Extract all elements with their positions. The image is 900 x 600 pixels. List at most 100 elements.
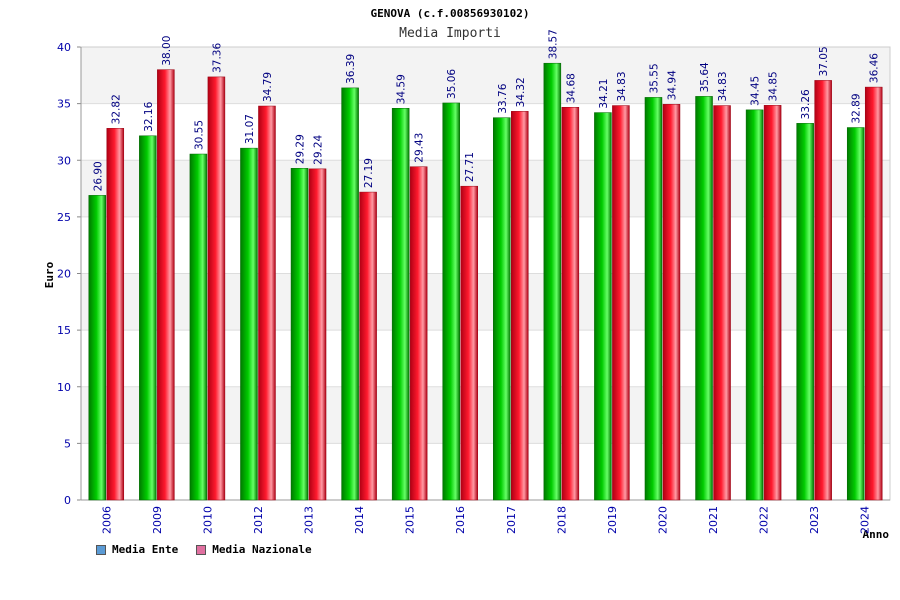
data-label-media-nazionale-2010: 37.36 (211, 43, 223, 73)
x-tick-label-2023: 2023 (808, 506, 821, 534)
x-tick-label-2010: 2010 (201, 506, 214, 534)
data-label-media-ente-2015: 34.59 (396, 74, 408, 104)
data-label-media-nazionale-2017: 34.32 (515, 77, 527, 107)
bar-media-ente-2006 (88, 195, 107, 501)
x-tick-label-2015: 2015 (404, 506, 417, 534)
data-label-media-ente-2017: 33.76 (497, 83, 509, 113)
bar-media-ente-2017 (493, 117, 511, 501)
x-tick-label-2006: 2006 (100, 506, 113, 534)
y-tick-label: 0 (64, 494, 71, 507)
data-label-media-ente-2009: 32.16 (143, 101, 155, 131)
y-tick-label: 35 (57, 98, 71, 111)
x-tick-label-2018: 2018 (555, 506, 568, 534)
x-tick-label-2014: 2014 (353, 506, 366, 534)
bar-media-ente-2009 (139, 135, 157, 501)
data-label-media-ente-2013: 29.29 (295, 134, 307, 164)
bar-media-ente-2018 (543, 62, 562, 501)
bar-media-nazionale-2015 (409, 166, 428, 501)
chart-subtitle: Media Importi (399, 26, 501, 41)
data-label-media-nazionale-2022: 34.85 (768, 71, 780, 101)
data-label-media-nazionale-2019: 34.83 (616, 71, 628, 101)
x-tick-label-2021: 2021 (707, 506, 720, 534)
bar-media-ente-2014 (341, 87, 359, 501)
bar-media-nazionale-2014 (359, 191, 377, 501)
x-tick-label-2013: 2013 (303, 506, 316, 534)
bar-media-ente-2016 (442, 102, 460, 501)
data-label-media-nazionale-2020: 34.94 (666, 70, 678, 100)
legend: Media Ente Media Nazionale (96, 543, 312, 556)
legend-label-media-nazionale: Media Nazionale (212, 543, 312, 556)
bar-media-nazionale-2013 (308, 168, 327, 501)
data-label-media-ente-2024: 32.89 (851, 93, 863, 123)
bar-media-ente-2024 (846, 127, 865, 501)
legend-swatch-media-ente (96, 544, 106, 555)
y-tick-label: 15 (57, 324, 71, 337)
bar-media-ente-2015 (391, 108, 410, 501)
data-label-media-ente-2016: 35.06 (446, 69, 458, 99)
bar-media-nazionale-2009 (157, 69, 175, 501)
bar-media-ente-2023 (796, 123, 814, 501)
data-label-media-ente-2006: 26.90 (92, 161, 104, 191)
chart-title: GENOVA (c.f.00856930102) (371, 7, 530, 20)
bar-media-ente-2021 (695, 96, 713, 501)
legend-item-media-ente: Media Ente (96, 543, 178, 556)
bar-media-nazionale-2018 (561, 106, 580, 501)
data-label-media-ente-2019: 34.21 (598, 79, 610, 109)
bar-media-nazionale-2006 (106, 128, 125, 501)
bar-media-nazionale-2017 (511, 111, 529, 501)
x-tick-label-2012: 2012 (252, 506, 265, 534)
x-tick-label-2016: 2016 (454, 506, 467, 534)
data-label-media-nazionale-2024: 36.46 (869, 53, 881, 83)
data-label-media-ente-2023: 33.26 (800, 89, 812, 119)
data-label-media-nazionale-2006: 32.82 (110, 94, 122, 124)
bar-media-ente-2020 (644, 97, 663, 501)
x-tick-label-2009: 2009 (151, 506, 164, 534)
data-label-media-nazionale-2012: 34.79 (262, 72, 274, 102)
y-tick-label: 25 (57, 211, 71, 224)
bar-media-ente-2012 (240, 147, 258, 501)
x-tick-label-2024: 2024 (859, 506, 872, 534)
data-label-media-ente-2020: 35.55 (648, 63, 660, 93)
bar-media-nazionale-2020 (662, 104, 681, 501)
y-tick-label: 10 (57, 381, 71, 394)
bar-media-ente-2019 (594, 112, 612, 501)
bar-media-nazionale-2012 (258, 105, 276, 501)
data-label-media-nazionale-2015: 29.43 (414, 133, 426, 163)
data-label-media-nazionale-2014: 27.19 (363, 158, 375, 188)
bar-media-ente-2010 (189, 153, 208, 501)
data-label-media-ente-2018: 38.57 (547, 29, 559, 59)
bar-media-nazionale-2010 (207, 76, 226, 501)
y-tick-label: 20 (57, 268, 71, 281)
x-tick-label-2019: 2019 (606, 506, 619, 534)
data-label-media-ente-2014: 36.39 (345, 54, 357, 84)
bar-media-nazionale-2016 (460, 185, 478, 501)
data-label-media-nazionale-2018: 34.68 (565, 73, 577, 103)
data-label-media-ente-2022: 34.45 (750, 76, 762, 106)
legend-label-media-ente: Media Ente (112, 543, 179, 556)
bar-media-ente-2013 (290, 168, 309, 501)
y-tick-label: 40 (57, 41, 71, 54)
legend-item-media-nazionale: Media Nazionale (196, 543, 312, 556)
x-axis-label: Anno (863, 528, 890, 541)
bar-media-nazionale-2023 (814, 80, 832, 501)
data-label-media-nazionale-2013: 29.24 (313, 134, 325, 164)
x-tick-label-2022: 2022 (758, 506, 771, 534)
bar-media-nazionale-2024 (864, 86, 883, 501)
data-label-media-nazionale-2023: 37.05 (818, 46, 830, 76)
legend-swatch-media-nazionale (196, 544, 207, 555)
data-label-media-ente-2010: 30.55 (193, 120, 205, 150)
y-axis-label: Euro (43, 261, 56, 288)
bar-media-nazionale-2022 (763, 105, 782, 501)
data-label-media-nazionale-2021: 34.83 (717, 71, 729, 101)
x-tick-label-2020: 2020 (656, 506, 669, 534)
bar-media-nazionale-2021 (713, 105, 731, 501)
bar-media-nazionale-2019 (612, 105, 630, 501)
x-tick-label-2017: 2017 (505, 506, 518, 534)
data-label-media-nazionale-2016: 27.71 (464, 152, 476, 182)
y-tick-label: 5 (64, 437, 71, 450)
data-label-media-ente-2021: 35.64 (699, 62, 711, 92)
data-label-media-nazionale-2009: 38.00 (161, 36, 173, 66)
data-label-media-ente-2012: 31.07 (244, 114, 256, 144)
bar-media-ente-2022 (745, 109, 764, 501)
